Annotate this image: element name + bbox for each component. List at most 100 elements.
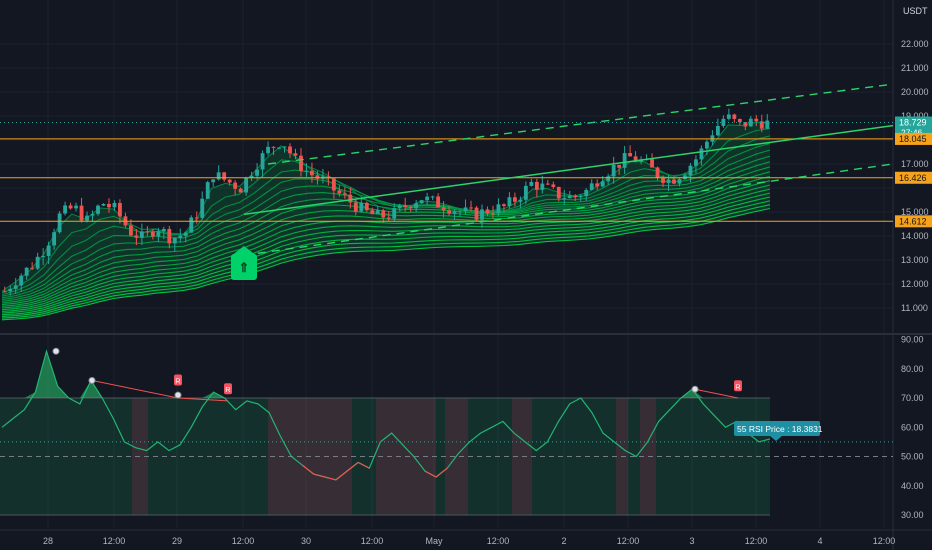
candle-body (35, 256, 40, 269)
candle-body (496, 204, 501, 214)
level-label: 14.612 (899, 216, 927, 226)
candle-body (271, 146, 276, 148)
price-axis-tick: 12.000 (901, 279, 929, 289)
candle-body (677, 179, 682, 184)
candle-body (491, 213, 495, 215)
rsi-axis-tick: 50.00 (901, 452, 924, 462)
candle-body (633, 156, 638, 162)
rsi-pivot-marker (52, 347, 60, 355)
candle-body (244, 177, 249, 193)
candle-body (310, 170, 314, 176)
time-axis-label: 28 (43, 536, 53, 546)
candle-body (381, 210, 386, 218)
candle-body (403, 205, 408, 207)
time-axis-label: 12:00 (487, 536, 510, 546)
rsi-line (1, 349, 771, 481)
price-axis-tick: 22.000 (901, 39, 929, 49)
price-axis-tick: 21.000 (901, 63, 929, 73)
rsi-line-below (324, 476, 337, 481)
candle-body (699, 148, 704, 160)
candle-body (650, 159, 654, 168)
candle-body (480, 209, 484, 220)
candle-body (584, 189, 589, 197)
candle-body (617, 164, 622, 168)
rsi-divergence-line (91, 379, 179, 399)
rsi-overbought-fill (2, 351, 770, 398)
candle-body (595, 183, 600, 187)
candle-body (683, 175, 687, 180)
candle-body (666, 179, 671, 183)
candle-body (41, 255, 46, 257)
level-label: 18.045 (899, 134, 927, 144)
candle-body (96, 205, 100, 214)
ribbon-line (1, 142, 771, 297)
ribbon-line (1, 207, 771, 321)
candle-body (189, 217, 194, 233)
ribbon-line (1, 166, 771, 304)
candle-body (754, 118, 759, 122)
candle-body (46, 245, 51, 256)
candle-body (726, 114, 731, 119)
candle-body (134, 235, 139, 238)
candle-body (474, 207, 479, 220)
time-axis-label: 12:00 (232, 536, 255, 546)
candle-body (353, 202, 358, 212)
candle-body (167, 228, 172, 244)
ribbon-line (1, 204, 771, 319)
price-axis-tick: 20.000 (901, 87, 929, 97)
candle-body (370, 210, 375, 215)
candle-body (150, 231, 155, 237)
candle-body (540, 183, 545, 190)
candle-body (425, 196, 430, 201)
ribbon-line (1, 175, 771, 307)
rsi-axis-tick: 40.00 (901, 481, 924, 491)
rsi-axis-tick: 70.00 (901, 393, 924, 403)
level-badge (895, 171, 932, 184)
rsi-divergence-badge (174, 374, 182, 386)
rsi-divergence-label: R (735, 382, 741, 391)
candle-body (13, 285, 18, 289)
candle-body (589, 183, 594, 190)
candle-body (386, 217, 391, 219)
currency-label: USDT (903, 6, 928, 16)
countdown-label: 27:46 (901, 128, 923, 138)
candle-body (216, 172, 221, 180)
candle-body (748, 118, 753, 127)
candle-body (266, 146, 270, 154)
rsi-price-box (734, 421, 820, 436)
candle-body (556, 186, 561, 199)
candle-body (441, 207, 446, 211)
candle-body (118, 202, 122, 217)
candle-body (200, 198, 205, 218)
candle-body (408, 206, 413, 209)
rsi-line-below (346, 461, 359, 472)
rsi-divergence-badge (734, 380, 742, 392)
candle-body (436, 196, 441, 208)
candle-body (721, 118, 726, 126)
candle-body (139, 231, 144, 238)
ribbon-line (1, 161, 771, 302)
candle-body (545, 183, 550, 185)
ribbon-line (1, 200, 771, 317)
candle-body (85, 215, 89, 221)
candle-body (397, 205, 402, 209)
candle-body (304, 170, 309, 172)
level-badge (895, 132, 932, 145)
candle-body (222, 172, 227, 180)
candle-body (765, 120, 770, 129)
candle-body (337, 190, 342, 194)
candle-body (567, 195, 572, 199)
time-axis-label: 30 (301, 536, 311, 546)
candle-body (529, 181, 534, 186)
buy-signal-badge (231, 254, 257, 280)
buy-signal-icon: ⇑ (239, 260, 250, 275)
candle-body (178, 235, 183, 238)
candle-body (331, 178, 336, 191)
rsi-divergence-line (177, 397, 229, 402)
rsi-line-below (357, 461, 370, 469)
rsi-price-label: 55 RSI Price : 18.3831 (737, 424, 823, 434)
candle-body (458, 211, 462, 213)
candle-body (672, 179, 676, 184)
